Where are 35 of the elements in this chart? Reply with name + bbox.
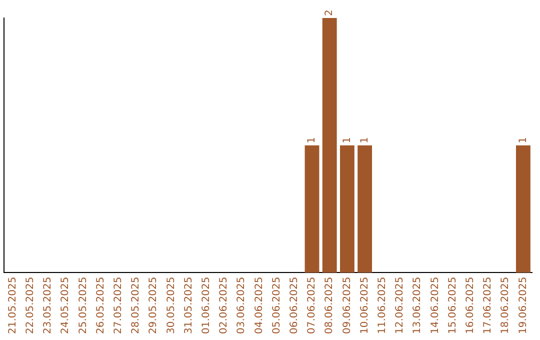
x-tick-label: 17.06.2025 <box>482 276 494 334</box>
x-tick-label: 13.06.2025 <box>412 276 424 334</box>
x-tick-label: 31.05.2025 <box>183 276 194 334</box>
x-tick-label: 08.06.2025 <box>324 276 336 334</box>
data-label: 2 <box>324 10 336 16</box>
x-tick-label: 03.06.2025 <box>236 276 248 334</box>
data-label: 1 <box>342 136 353 144</box>
x-tick-label: 04.06.2025 <box>254 276 265 334</box>
x-tick-label: 01.06.2025 <box>200 276 212 334</box>
data-label: 1 <box>518 136 529 144</box>
x-tick-label: 27.05.2025 <box>112 276 124 334</box>
x-tick-label: 15.06.2025 <box>447 276 458 334</box>
x-tick-label: 12.06.2025 <box>394 276 406 334</box>
x-tick-label: 28.05.2025 <box>130 276 142 334</box>
x-tick-label: 25.05.2025 <box>78 276 89 334</box>
x-tick-label: 21.05.2025 <box>7 276 18 334</box>
x-tick-label: 23.05.2025 <box>42 276 54 334</box>
data-label: 1 <box>359 136 370 144</box>
x-tick-label: 30.05.2025 <box>166 276 177 334</box>
x-tick-label: 26.05.2025 <box>95 276 106 334</box>
x-tick-label: 09.06.2025 <box>342 276 353 334</box>
x-tick-label: 22.05.2025 <box>24 276 36 334</box>
x-tick-label: 24.05.2025 <box>60 276 72 334</box>
data-label: 1 <box>306 136 318 144</box>
x-tick-label: 02.06.2025 <box>218 276 230 334</box>
x-tick-label: 18.06.2025 <box>500 276 512 334</box>
x-tick-label: 19.06.2025 <box>518 276 529 334</box>
x-tick-label: 07.06.2025 <box>306 276 318 334</box>
x-tick-label: 10.06.2025 <box>359 276 370 334</box>
x-tick-label: 16.06.2025 <box>464 276 476 334</box>
x-tick-label: 06.06.2025 <box>288 276 300 334</box>
x-tick-label: 05.06.2025 <box>271 276 282 334</box>
x-tick-label: 14.06.2025 <box>430 276 441 334</box>
x-tick-label: 11.06.2025 <box>376 276 388 334</box>
x-tick-label: 29.05.2025 <box>148 276 160 334</box>
